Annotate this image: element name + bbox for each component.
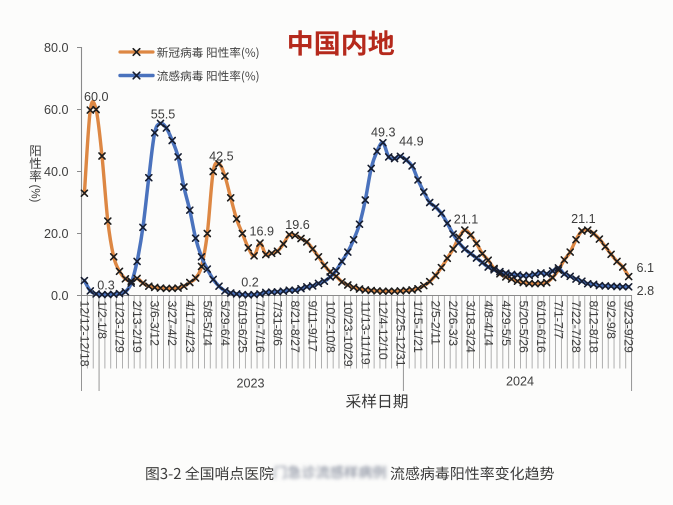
svg-text:3/27-4/2: 3/27-4/2 [165,301,179,347]
svg-text:49.3: 49.3 [371,126,396,140]
svg-text:60.0: 60.0 [84,90,109,104]
svg-text:9/23-9/29: 9/23-9/29 [622,301,636,353]
svg-text:5/29-6/4: 5/29-6/4 [218,301,232,347]
svg-text:7/1-7/7: 7/1-7/7 [551,301,565,340]
svg-text:1/23-1/29: 1/23-1/29 [113,301,127,353]
svg-text:10/2-10/8: 10/2-10/8 [323,301,337,353]
svg-text:20.0: 20.0 [44,227,69,241]
svg-text:10/23-10/29: 10/23-10/29 [341,301,355,367]
svg-text:4/8-4/14: 4/8-4/14 [481,301,495,347]
svg-text:0.0: 0.0 [51,289,69,303]
svg-text:7/22-7/28: 7/22-7/28 [569,301,583,353]
svg-text:1/2-1/8: 1/2-1/8 [95,301,109,340]
svg-text:5/8-5/14: 5/8-5/14 [200,301,214,347]
svg-text:80.0: 80.0 [44,41,69,55]
svg-text:60.0: 60.0 [44,103,69,117]
svg-text:7/31-8/6: 7/31-8/6 [271,301,285,347]
svg-text:40.0: 40.0 [44,165,69,179]
svg-text:6/19-6/25: 6/19-6/25 [235,301,249,353]
svg-text:8/21-8/27: 8/21-8/27 [288,301,302,353]
svg-text:9/2-9/8: 9/2-9/8 [604,301,618,340]
svg-text:0.3: 0.3 [97,279,115,293]
svg-text:0.2: 0.2 [241,276,259,290]
svg-text:1/15-1/21: 1/15-1/21 [411,301,425,353]
svg-text:55.5: 55.5 [151,108,176,122]
svg-text:7/10-7/16: 7/10-7/16 [253,301,267,353]
svg-text:2.8: 2.8 [637,284,655,298]
svg-text:2/5-2/11: 2/5-2/11 [429,301,443,346]
svg-text:44.9: 44.9 [399,134,424,148]
svg-text:(%): (%) [29,185,41,203]
svg-text:2023: 2023 [236,377,264,391]
svg-text:2024: 2024 [506,375,534,389]
svg-text:9/11-9/17: 9/11-9/17 [306,301,320,353]
svg-text:12/12-12/18: 12/12-12/18 [77,301,91,367]
svg-text:4/17-4/23: 4/17-4/23 [183,301,197,353]
svg-text:6.1: 6.1 [636,261,654,275]
svg-text:12/25-12/31: 12/25-12/31 [393,301,407,367]
svg-text:4/29-5/5: 4/29-5/5 [499,301,513,347]
svg-text:19.6: 19.6 [285,218,310,232]
svg-text:21.1: 21.1 [454,212,479,226]
svg-text:2/26-3/3: 2/26-3/3 [446,301,460,347]
svg-text:8/12-8/18: 8/12-8/18 [587,301,601,353]
svg-text:6/10-6/16: 6/10-6/16 [534,301,548,353]
svg-text:3/18-3/24: 3/18-3/24 [464,301,478,353]
svg-text:5/20-5/26: 5/20-5/26 [516,301,530,353]
svg-text:2/13-2/19: 2/13-2/19 [130,301,144,353]
svg-text:42.5: 42.5 [209,150,234,164]
svg-text:12/4-12/10: 12/4-12/10 [376,301,390,360]
svg-text:21.1: 21.1 [571,212,596,226]
svg-text:16.9: 16.9 [250,225,275,239]
svg-text:11/13-11/19: 11/13-11/19 [358,301,372,365]
svg-text:3/6-3/12: 3/6-3/12 [148,301,162,347]
